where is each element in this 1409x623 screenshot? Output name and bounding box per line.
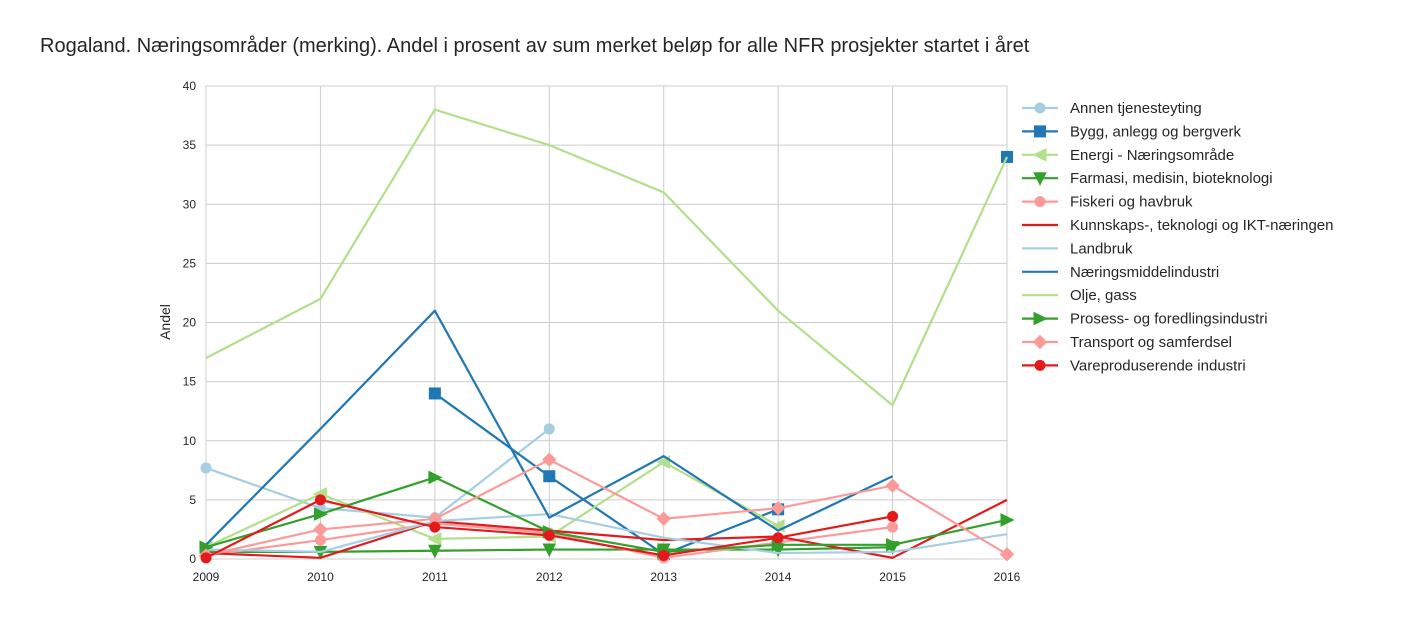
- legend-entry: Landbruk: [1022, 240, 1133, 257]
- series-11: [200, 494, 899, 564]
- data-point: [313, 522, 328, 537]
- data-point: [200, 462, 212, 474]
- data-point: [428, 470, 443, 485]
- legend-label: Næringsmiddelindustri: [1070, 264, 1219, 281]
- legend-marker: [1032, 148, 1047, 162]
- legend-entry: Farmasi, medisin, bioteknologi: [1022, 170, 1273, 187]
- y-tick-label: 15: [183, 375, 197, 389]
- series-line: [205, 512, 1008, 555]
- data-point: [200, 552, 212, 564]
- data-point: [542, 543, 557, 558]
- series-8: [205, 108, 1008, 407]
- data-point: [428, 387, 441, 400]
- series-line: [205, 309, 894, 546]
- data-point: [772, 532, 784, 544]
- legend-marker: [1034, 102, 1046, 114]
- legend-entry: Vareproduserende industri: [1022, 357, 1246, 374]
- legend-marker: [1034, 125, 1046, 138]
- series-1: [428, 150, 1013, 561]
- data-point: [543, 423, 555, 435]
- legend-entry: Transport og samferdsel: [1022, 334, 1232, 351]
- legend-entry: Annen tjenesteyting: [1022, 100, 1202, 117]
- legend-entry: Næringsmiddelindustri: [1022, 264, 1219, 281]
- axes: 2009 2010 2011 2012 2013 2014 2015 2016 0 5 10 15 20…: [183, 79, 1021, 584]
- y-tick-label: 35: [183, 138, 197, 152]
- y-tick-label: 30: [183, 197, 197, 211]
- legend-label: Landbruk: [1070, 240, 1133, 257]
- legend-marker: [1034, 359, 1046, 371]
- legend-entry: Fiskeri og havbruk: [1022, 194, 1193, 211]
- series-5: [205, 498, 1008, 559]
- x-tick-label: 2010: [307, 570, 334, 584]
- legend-label: Energi - Næringsområde: [1070, 147, 1234, 164]
- series-line: [205, 428, 550, 519]
- legend-label: Vareproduserende industri: [1070, 357, 1246, 374]
- data-point: [658, 549, 670, 561]
- series-10: [198, 452, 1015, 563]
- y-axis-label: Andel: [157, 304, 173, 340]
- x-tick-label: 2011: [422, 570, 448, 584]
- legend-marker: [1033, 172, 1047, 186]
- data-point: [999, 547, 1015, 562]
- x-tick-label: 2016: [994, 570, 1021, 584]
- y-tick-label: 5: [189, 493, 196, 507]
- legend-marker: [1034, 196, 1046, 208]
- series-6: [205, 512, 1008, 555]
- x-tick-label: 2012: [536, 570, 563, 584]
- data-point: [887, 510, 899, 522]
- data-point: [885, 478, 900, 493]
- data-point: [429, 521, 441, 533]
- y-tick-label: 40: [183, 79, 197, 93]
- series-line: [205, 458, 1008, 557]
- legend-entry: Energi - Næringsområde: [1022, 147, 1234, 164]
- data-point: [886, 538, 901, 552]
- series-line: [205, 498, 1008, 559]
- data-point: [887, 521, 899, 533]
- legend-label: Transport og samferdsel: [1070, 334, 1232, 351]
- y-tick-label: 0: [189, 552, 196, 566]
- data-point: [542, 452, 557, 467]
- x-tick-label: 2014: [765, 570, 792, 584]
- series-line: [205, 476, 1008, 554]
- series-line: [205, 108, 1008, 407]
- y-tick-label: 10: [183, 434, 197, 448]
- legend-label: Annen tjenesteyting: [1070, 100, 1202, 117]
- x-tick-label: 2015: [879, 570, 906, 584]
- legend-label: Bygg, anlegg og bergverk: [1070, 123, 1241, 140]
- y-tick-label: 25: [183, 256, 197, 270]
- data-point: [1000, 513, 1015, 527]
- x-tick-label: 2009: [193, 570, 220, 584]
- legend-entry: Bygg, anlegg og bergverk: [1022, 123, 1241, 140]
- series-line: [434, 392, 779, 556]
- data-point: [427, 532, 442, 546]
- data-point: [314, 494, 326, 506]
- legend-entry: Olje, gass: [1022, 287, 1137, 304]
- legend-entry: Prosess- og foredlingsindustri: [1022, 311, 1268, 328]
- series-layer: [198, 108, 1015, 564]
- legend-marker: [1033, 311, 1048, 326]
- series-7: [205, 309, 894, 546]
- legend: Annen tjenesteyting Bygg, anlegg og bergv…: [1022, 100, 1334, 374]
- data-point: [770, 500, 786, 516]
- legend-marker: [1032, 334, 1048, 350]
- legend-label: Farmasi, medisin, bioteknologi: [1070, 170, 1273, 187]
- y-tick-label: 20: [183, 316, 197, 330]
- chart-title: Rogaland. Næringsområder (merking). Ande…: [40, 35, 1030, 57]
- data-point: [543, 529, 555, 541]
- legend-label: Fiskeri og havbruk: [1070, 194, 1193, 211]
- data-point: [428, 544, 442, 559]
- x-tick-label: 2013: [650, 570, 677, 584]
- legend-label: Prosess- og foredlingsindustri: [1070, 311, 1268, 328]
- data-point: [313, 507, 329, 521]
- data-point: [656, 511, 671, 527]
- series-line: [205, 460, 779, 549]
- legend-label: Olje, gass: [1070, 287, 1137, 304]
- plot-frame: [205, 85, 1008, 560]
- data-point: [543, 470, 556, 483]
- legend-label: Kunnskaps-, teknologi og IKT-næringen: [1070, 217, 1334, 234]
- legend-entry: Kunnskaps-, teknologi og IKT-næringen: [1022, 217, 1334, 234]
